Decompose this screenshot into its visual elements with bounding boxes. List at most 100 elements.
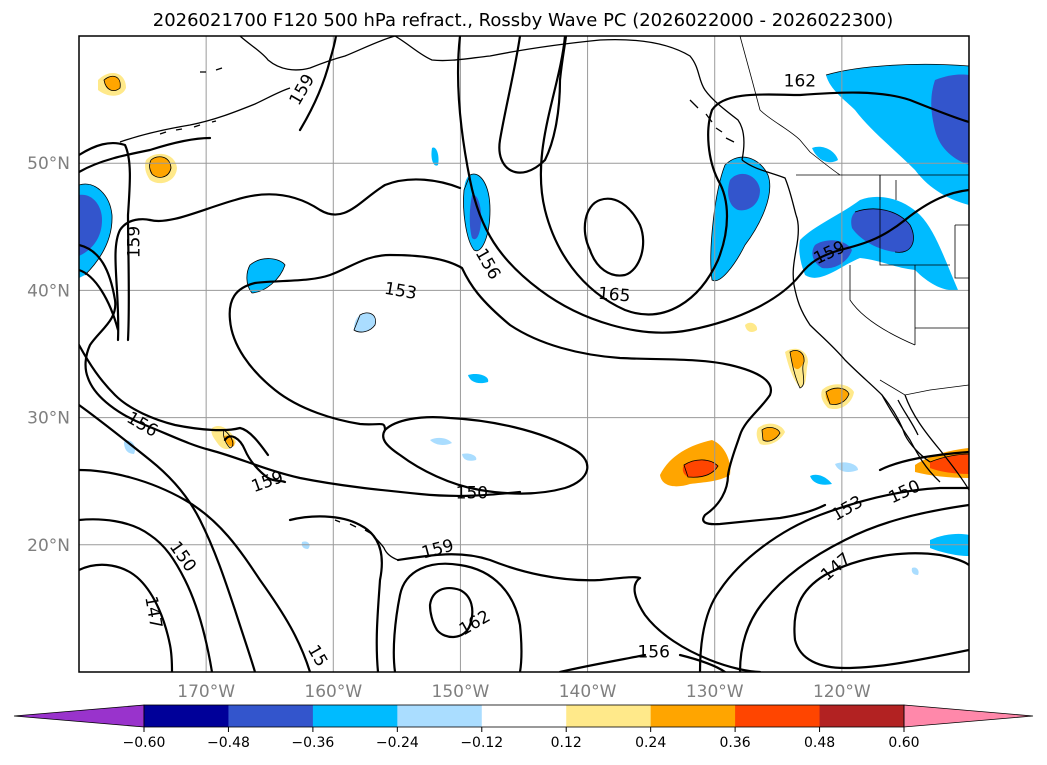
bc-coast [741,159,797,216]
colorbar-segment [481,705,567,727]
lon-tick-label: 170°W [177,682,235,702]
neg-patch-small3 [431,147,439,166]
lon-tick-label: 120°W [813,682,871,702]
contour-153-south [79,403,257,672]
lat-tick-labels: 20°N 30°N 40°N 50°N [27,154,70,556]
contour-156-left [228,318,387,432]
gridlines [79,36,969,672]
neg-patch-west-core [79,194,102,256]
colorbar-tick-label: −0.12 [460,735,503,751]
contour-156-outer [79,343,270,457]
lon-tick-label: 150°W [432,682,490,702]
neg-patch-small5 [430,437,452,445]
contour-156-upper [79,136,462,223]
contour-lines [79,36,969,672]
us-states-border [849,175,969,346]
neg-patch-small7 [124,440,136,454]
contour-153 [79,243,522,498]
us-mexico-border [879,379,969,396]
lat-tick-label: 40°N [27,281,70,301]
baja-california [881,394,941,483]
colorbar-segment [144,705,229,727]
contour-150-left [79,518,214,672]
gulf-california [897,399,919,436]
contour-159-hi [223,435,287,484]
mexico-mainland [904,394,969,491]
colorbar-tick-label: 0.24 [635,735,666,751]
colorbar-extend-low [13,704,145,728]
colorbar-segment [650,705,736,727]
shaded-patches [79,64,969,575]
neg-patch-small2 [354,312,376,333]
pos-patch-nw1-core [104,76,121,91]
contour-label: 156 [637,643,669,663]
pos-patch-yellow-a-core [790,350,805,370]
alaska-peninsula [119,87,291,143]
colorbar-tick-label: −0.36 [291,735,334,751]
aleutian-dots [159,120,217,135]
neg-patch-tiny [911,567,919,575]
coast-small-1 [200,67,223,73]
pos-patch-mid-red [682,459,718,478]
colorbar-extend-high [903,704,1034,728]
contour-165-ring [583,197,645,277]
alaska-south [394,36,745,161]
colorbar: −0.60 −0.48 −0.36 −0.24 −0.12 0.12 0.24 0.36 0.4… [13,704,1034,751]
map-background [79,36,969,672]
colorbar-tick-label: 0.48 [804,735,835,751]
colorbar-segment [819,705,905,727]
colorbar-segment [735,705,821,727]
contour-label: 159 [125,226,145,258]
contour-label: 162 [784,72,816,92]
pos-patch-nw2-core [149,156,171,178]
contour-162-south [428,587,474,638]
contour-156-south-mid [633,576,762,672]
neg-patch-small9 [835,462,858,472]
contour-label: 165 [597,284,631,307]
lon-tick-label: 140°W [559,682,617,702]
contour-156-second [79,218,152,342]
contour-159-nw [79,141,131,342]
pos-patch-yellow-small [745,322,758,333]
neg-patch-bc-core [728,173,760,211]
alaska-coast [239,36,396,71]
colorbar-tick-label: 0.12 [551,735,582,751]
colorbar-tick-label: −0.60 [123,735,166,751]
contour-147-left [79,563,174,672]
contour-150-inner [382,416,589,495]
contour-150-right [738,503,969,672]
neg-patch-small6 [462,453,477,461]
contour-162-mid [539,36,969,316]
colorbar-segment [397,705,483,727]
colorbar-segment [312,705,398,727]
lat-tick-label: 50°N [27,154,70,174]
contour-153-big [228,253,827,526]
pos-patch-orange-b-core [825,388,849,405]
contour-153-right [698,486,969,672]
colorbar-segment [228,705,314,727]
neg-patch-wa-small [812,146,838,163]
lat-tick-label: 20°N [27,536,70,556]
contour-label: 150 [456,484,488,504]
figure-title: 2026021700 F120 500 hPa refract., Rossby… [153,10,894,31]
contour-159-north [298,36,338,132]
colorbar-frame [143,704,905,728]
lon-tick-labels: 170°W 160°W 150°W 140°W 130°W 120°W [177,682,871,702]
colorbar-tick-label: 0.36 [720,735,751,751]
alaska-canada-border [739,36,841,176]
map-frame [78,35,970,673]
neg-patch-small4 [468,373,489,384]
patch-outlines [79,63,969,478]
pos-patch-mexico-core [930,454,969,474]
colorbar-segment [566,705,652,727]
lon-tick-label: 160°W [304,682,362,702]
contour-159-south-ring [392,562,523,672]
neg-patch-mid-core [469,194,482,240]
contour-147-right [793,552,969,670]
neg-patch-small8 [810,474,832,485]
canada-interior-border [879,175,897,200]
neg-patch-ne-canada-core [931,74,969,165]
contour-159-mid [456,36,969,334]
